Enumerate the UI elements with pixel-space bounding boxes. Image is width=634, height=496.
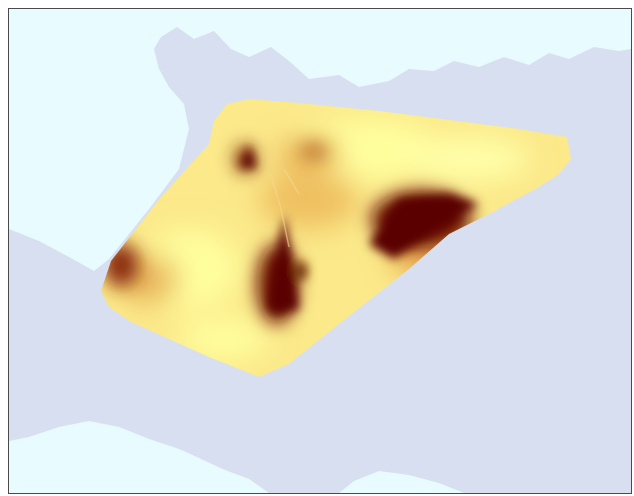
ridge-east	[369, 194, 479, 259]
map-frame[interactable]	[8, 8, 632, 494]
spot-center-right	[294, 261, 308, 281]
ridge-center	[267, 214, 299, 314]
surface-warm-a	[259, 169, 359, 229]
surface-fold-line	[270, 168, 300, 248]
hotspot-northeast	[300, 144, 328, 158]
land-mass-south-water	[9, 423, 264, 493]
land-mass-south-coast	[269, 477, 339, 493]
land-mass-southeast-water	[339, 471, 464, 493]
ridge-north	[239, 144, 257, 169]
surface-highlight-b	[299, 119, 439, 179]
surface-highlight-d	[179, 319, 269, 359]
surface-highlight-c	[409, 137, 529, 181]
map-canvas[interactable]	[9, 9, 631, 493]
